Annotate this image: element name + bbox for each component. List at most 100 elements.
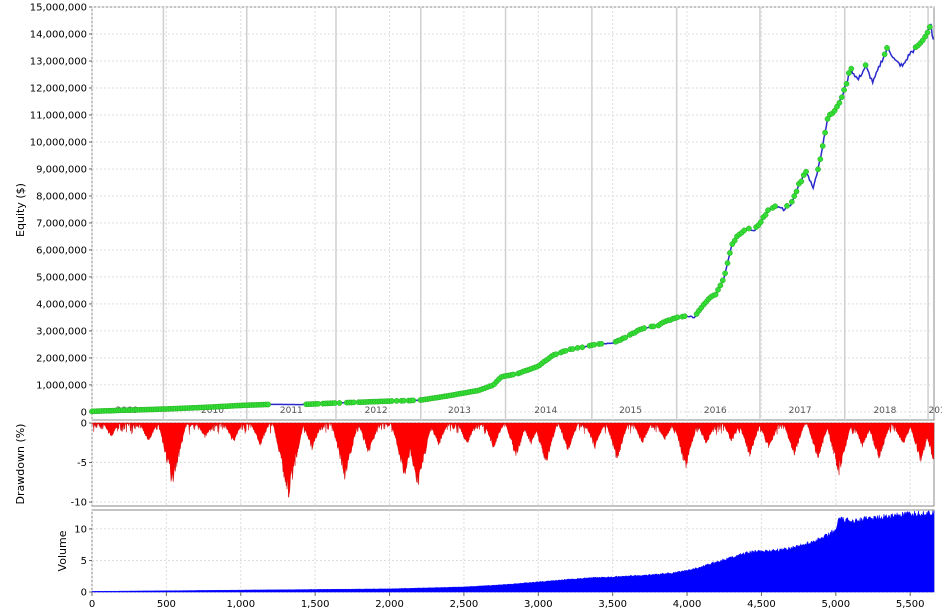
volume-area	[91, 510, 935, 593]
new-high-marker	[591, 341, 598, 348]
volume-ytick-label: 0	[81, 588, 87, 599]
new-high-marker	[822, 129, 828, 136]
x-tick-label: 1,500	[301, 599, 330, 610]
equity-ytick-label: 12,000,000	[30, 83, 87, 94]
equity-plot-area	[91, 6, 935, 421]
equity-ytick-label: 4,000,000	[36, 299, 87, 310]
x-tick-label: 4,500	[747, 599, 776, 610]
new-high-marker	[926, 24, 933, 30]
year-label: 2019	[928, 406, 942, 416]
new-high-marker	[681, 313, 688, 320]
x-tick-label: 1,000	[226, 599, 255, 610]
new-high-marker	[741, 227, 748, 234]
new-high-marker	[772, 203, 778, 210]
new-high-marker	[798, 178, 805, 185]
drawdown-ytick-label: -5	[77, 458, 87, 469]
new-high-marker	[598, 340, 605, 347]
new-high-marker	[793, 188, 800, 195]
new-high-marker	[410, 397, 417, 404]
year-label: 2014	[534, 406, 557, 416]
drawdown-axis-title: Drawdown (%)	[14, 424, 27, 505]
new-high-marker	[841, 87, 847, 93]
equity-ytick-label: 0	[81, 407, 87, 418]
x-tick-label: 3,500	[598, 599, 627, 610]
equity-axis-title: Equity ($)	[14, 183, 27, 237]
x-tick-label: 500	[157, 599, 176, 610]
new-high-marker	[562, 348, 569, 354]
new-high-marker	[836, 99, 843, 106]
drawdown-area	[91, 422, 935, 498]
drawdown-ytick-label: 0	[81, 419, 87, 430]
equity-ytick-label: 5,000,000	[36, 272, 87, 283]
year-label: 2012	[365, 406, 388, 416]
new-high-marker	[574, 345, 581, 351]
equity-ytick-label: 15,000,000	[30, 3, 87, 14]
new-high-marker	[393, 398, 400, 404]
new-high-marker	[765, 207, 771, 214]
new-high-marker	[746, 225, 752, 232]
x-tick-label: 5,000	[821, 599, 850, 610]
new-high-marker	[881, 51, 888, 58]
new-high-marker	[762, 212, 769, 218]
new-high-marker	[803, 168, 809, 175]
volume-panel: 0 5 10	[74, 509, 935, 599]
year-label: 2010	[201, 406, 224, 416]
new-high-marker	[715, 286, 721, 293]
x-tick-label: 2,500	[450, 599, 479, 610]
new-high-marker	[400, 397, 407, 404]
x-tick-label: 4,000	[673, 599, 702, 610]
new-high-marker	[641, 325, 648, 331]
new-high-marker	[579, 344, 586, 351]
new-high-marker	[569, 346, 576, 352]
volume-ytick-label: 10	[74, 524, 87, 535]
new-high-marker	[788, 198, 795, 205]
new-high-marker	[717, 282, 724, 289]
new-high-marker	[862, 62, 869, 68]
year-label: 2011	[280, 406, 303, 416]
equity-ytick-label: 8,000,000	[36, 191, 87, 202]
new-high-marker	[350, 399, 357, 406]
volume-ytick-label: 5	[81, 556, 87, 567]
year-label: 2013	[448, 406, 471, 416]
new-high-marker	[924, 29, 931, 36]
new-high-marker	[824, 116, 831, 122]
new-high-marker	[757, 219, 764, 225]
x-tick-label: 2,000	[375, 599, 404, 610]
year-label: 2018	[873, 406, 896, 416]
new-high-marker	[265, 401, 271, 408]
new-high-marker	[848, 65, 855, 72]
equity-ytick-label: 1,000,000	[36, 380, 87, 391]
new-high-marker	[722, 270, 728, 277]
new-high-marker	[650, 323, 657, 330]
equity-ytick-label: 7,000,000	[36, 218, 87, 229]
new-high-marker	[838, 94, 845, 101]
equity-ytick-label: 6,000,000	[36, 245, 87, 256]
equity-ytick-label: 3,000,000	[36, 326, 87, 337]
new-high-marker	[674, 314, 681, 321]
equity-ytick-label: 10,000,000	[30, 137, 87, 148]
equity-ytick-label: 9,000,000	[36, 164, 87, 175]
new-high-marker	[791, 193, 798, 199]
new-high-marker	[843, 80, 850, 87]
new-high-marker	[884, 45, 890, 51]
equity-ytick-label: 14,000,000	[30, 29, 87, 40]
new-high-marker	[817, 156, 824, 163]
new-high-marker	[784, 203, 790, 209]
x-tick-label: 0	[89, 599, 95, 610]
new-high-marker	[553, 351, 559, 358]
new-high-marker	[336, 400, 343, 406]
year-label: 2015	[619, 406, 642, 416]
volume-axis-title: Volume	[56, 530, 69, 571]
new-high-marker	[846, 70, 852, 76]
x-tick-label: 5,500	[896, 599, 925, 610]
year-label: 2016	[704, 406, 727, 416]
equity-ytick-label: 2,000,000	[36, 353, 87, 364]
new-high-marker	[724, 260, 731, 266]
new-high-marker	[622, 334, 629, 341]
x-tick-label: 3,000	[524, 599, 553, 610]
equity-ytick-label: 11,000,000	[30, 110, 87, 121]
new-high-marker	[712, 291, 719, 298]
new-high-marker	[922, 33, 928, 40]
new-high-marker	[510, 371, 517, 378]
